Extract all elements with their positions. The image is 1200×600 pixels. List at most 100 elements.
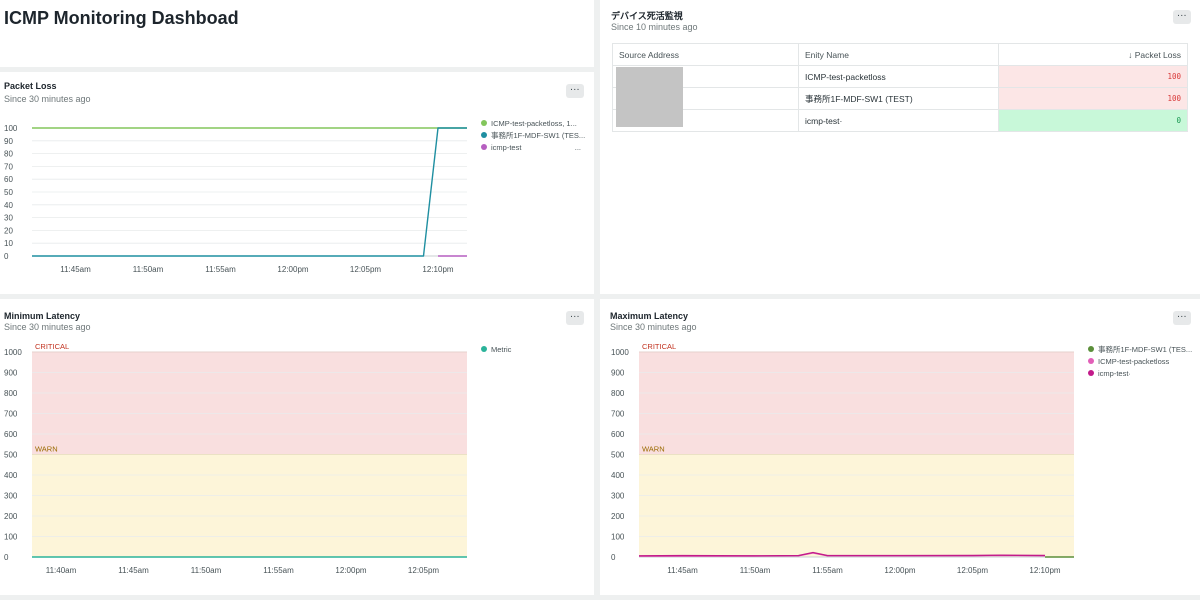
legend-dot-icon bbox=[1088, 370, 1094, 376]
y-tick-label: 500 bbox=[4, 451, 18, 460]
redacted-source-address-block bbox=[616, 67, 683, 127]
entity-name-cell: ICMP-test-packetloss bbox=[798, 65, 999, 88]
y-tick-label: 200 bbox=[611, 512, 625, 521]
y-tick-label: 800 bbox=[611, 389, 625, 398]
panel-subtitle: Since 10 minutes ago bbox=[611, 22, 698, 32]
legend-label: ICMP-test-packetloss bbox=[1098, 356, 1170, 366]
y-tick-label: 700 bbox=[611, 410, 625, 419]
y-tick-label: 1000 bbox=[611, 348, 629, 357]
threshold-label: CRITICAL bbox=[642, 342, 676, 351]
x-tick-label: 11:50am bbox=[191, 566, 222, 575]
table-header-row: Source Address Enity Name ↓ Packet Loss bbox=[612, 43, 1188, 66]
x-tick-label: 11:55am bbox=[812, 566, 843, 575]
panel-menu-button[interactable]: ... bbox=[566, 83, 584, 98]
series-line bbox=[32, 127, 467, 257]
table-row[interactable]: ICMP-test-packetloss 100 bbox=[612, 65, 1188, 88]
y-tick-label: 10 bbox=[4, 239, 13, 248]
legend-label: 事務所1F-MDF-SW1 (TES... bbox=[491, 130, 586, 140]
legend-label: Metric bbox=[491, 344, 512, 354]
entity-name-cell: 事務所1F-MDF-SW1 (TEST) bbox=[798, 87, 999, 110]
y-tick-label: 1000 bbox=[4, 348, 22, 357]
legend-item[interactable]: 事務所1F-MDF-SW1 (TES... bbox=[481, 129, 585, 141]
column-header-source-address[interactable]: Source Address bbox=[612, 43, 799, 66]
y-tick-label: 50 bbox=[4, 188, 13, 197]
panel-subtitle: Since 30 minutes ago bbox=[4, 322, 91, 332]
threshold-label: CRITICAL bbox=[35, 342, 69, 351]
x-tick-label: 11:40am bbox=[46, 566, 77, 575]
y-tick-label: 80 bbox=[4, 150, 13, 159]
x-tick-label: 12:00pm bbox=[335, 566, 366, 575]
x-tick-label: 11:45am bbox=[118, 566, 149, 575]
y-tick-label: 20 bbox=[4, 226, 13, 235]
packet-loss-cell: 100 bbox=[998, 87, 1188, 110]
column-header-packet-loss[interactable]: ↓ Packet Loss bbox=[998, 43, 1188, 66]
packet-loss-panel: Packet Loss Since 30 minutes ago ... 0 10… bbox=[0, 72, 594, 294]
series-line bbox=[638, 551, 1046, 557]
legend-item[interactable]: icmp-test... bbox=[481, 141, 581, 153]
panel-menu-button[interactable]: ... bbox=[1173, 9, 1191, 24]
legend-dot-icon bbox=[1088, 346, 1094, 352]
legend-item[interactable]: icmp-test· bbox=[1088, 367, 1188, 379]
panel-subtitle: Since 30 minutes ago bbox=[610, 322, 697, 332]
dashboard-title: ICMP Monitoring Dashboad bbox=[4, 8, 239, 28]
legend-dot-icon bbox=[1088, 358, 1094, 364]
y-tick-label: 100 bbox=[611, 533, 625, 542]
panel-title: Packet Loss bbox=[4, 81, 57, 91]
table-row[interactable]: icmp-test· 0 bbox=[612, 109, 1188, 132]
y-tick-label: 400 bbox=[4, 471, 18, 480]
device-status-table: Source Address Enity Name ↓ Packet Loss … bbox=[612, 43, 1188, 132]
y-tick-label: 600 bbox=[4, 430, 18, 439]
threshold-band-critical bbox=[32, 352, 467, 455]
legend-item[interactable]: ICMP-test-packetloss bbox=[1088, 355, 1188, 367]
y-tick-label: 100 bbox=[4, 124, 18, 133]
y-tick-label: 400 bbox=[611, 471, 625, 480]
y-tick-label: 70 bbox=[4, 162, 13, 171]
table-row[interactable]: 事務所1F-MDF-SW1 (TEST) 100 bbox=[612, 87, 1188, 110]
legend-dot-icon bbox=[481, 144, 487, 150]
y-tick-label: 100 bbox=[4, 533, 18, 542]
panel-title: デバイス死活監視 bbox=[611, 11, 683, 21]
legend-label: icmp-test· bbox=[1098, 368, 1131, 378]
x-tick-label: 11:55am bbox=[263, 566, 294, 575]
panel-menu-button[interactable]: ... bbox=[566, 310, 584, 325]
legend-label: ICMP-test-packetloss, 1... bbox=[491, 118, 577, 128]
legend-label: icmp-test bbox=[491, 142, 522, 152]
packet-loss-legend: ICMP-test-packetloss, 1... 事務所1F-MDF-SW1 … bbox=[481, 117, 585, 153]
x-tick-label: 11:45am bbox=[667, 566, 698, 575]
y-tick-label: 40 bbox=[4, 201, 13, 210]
threshold-label: WARN bbox=[642, 445, 665, 454]
minimum-latency-legend: Metric bbox=[481, 343, 581, 355]
panel-title: Maximum Latency bbox=[610, 311, 689, 321]
y-tick-label: 700 bbox=[4, 410, 18, 419]
y-tick-label: 300 bbox=[4, 492, 18, 501]
threshold-label: WARN bbox=[35, 445, 58, 454]
legend-dot-icon bbox=[481, 346, 487, 352]
threshold-band-critical bbox=[639, 352, 1074, 455]
panel-menu-button[interactable]: ... bbox=[1173, 310, 1191, 325]
x-tick-label: 12:05pm bbox=[957, 566, 988, 575]
threshold-band-warn bbox=[32, 454, 467, 557]
legend-item[interactable]: ICMP-test-packetloss, 1... bbox=[481, 117, 581, 129]
legend-dot-icon bbox=[481, 132, 487, 138]
maximum-latency-legend: 事務所1F-MDF-SW1 (TES... ICMP-test-packetlos… bbox=[1088, 343, 1192, 379]
y-tick-label: 900 bbox=[611, 369, 625, 378]
packet-loss-cell: 0 bbox=[998, 109, 1188, 132]
legend-dot-icon bbox=[481, 120, 487, 126]
legend-item[interactable]: Metric bbox=[481, 343, 581, 355]
column-header-entity-name[interactable]: Enity Name bbox=[798, 43, 999, 66]
x-tick-label: 12:00pm bbox=[884, 566, 915, 575]
x-tick-label: 11:50am bbox=[740, 566, 771, 575]
y-tick-label: 0 bbox=[611, 553, 616, 562]
y-tick-label: 60 bbox=[4, 175, 13, 184]
legend-more-indicator: ... bbox=[574, 142, 581, 152]
y-tick-label: 30 bbox=[4, 214, 13, 223]
x-tick-label: 11:50am bbox=[133, 265, 164, 274]
y-tick-label: 0 bbox=[4, 553, 9, 562]
x-tick-label: 11:55am bbox=[205, 265, 236, 274]
x-tick-label: 12:10pm bbox=[1029, 566, 1060, 575]
minimum-latency-chart: CRITICAL WARN 0 100 200 300 400 500 600 700 800 900… bbox=[4, 342, 467, 575]
maximum-latency-chart: CRITICAL WARN 0 100 200 300 400 500 600 700 800 900… bbox=[611, 342, 1074, 575]
y-tick-label: 600 bbox=[611, 430, 625, 439]
y-tick-label: 900 bbox=[4, 369, 18, 378]
legend-item[interactable]: 事務所1F-MDF-SW1 (TES... bbox=[1088, 343, 1192, 355]
